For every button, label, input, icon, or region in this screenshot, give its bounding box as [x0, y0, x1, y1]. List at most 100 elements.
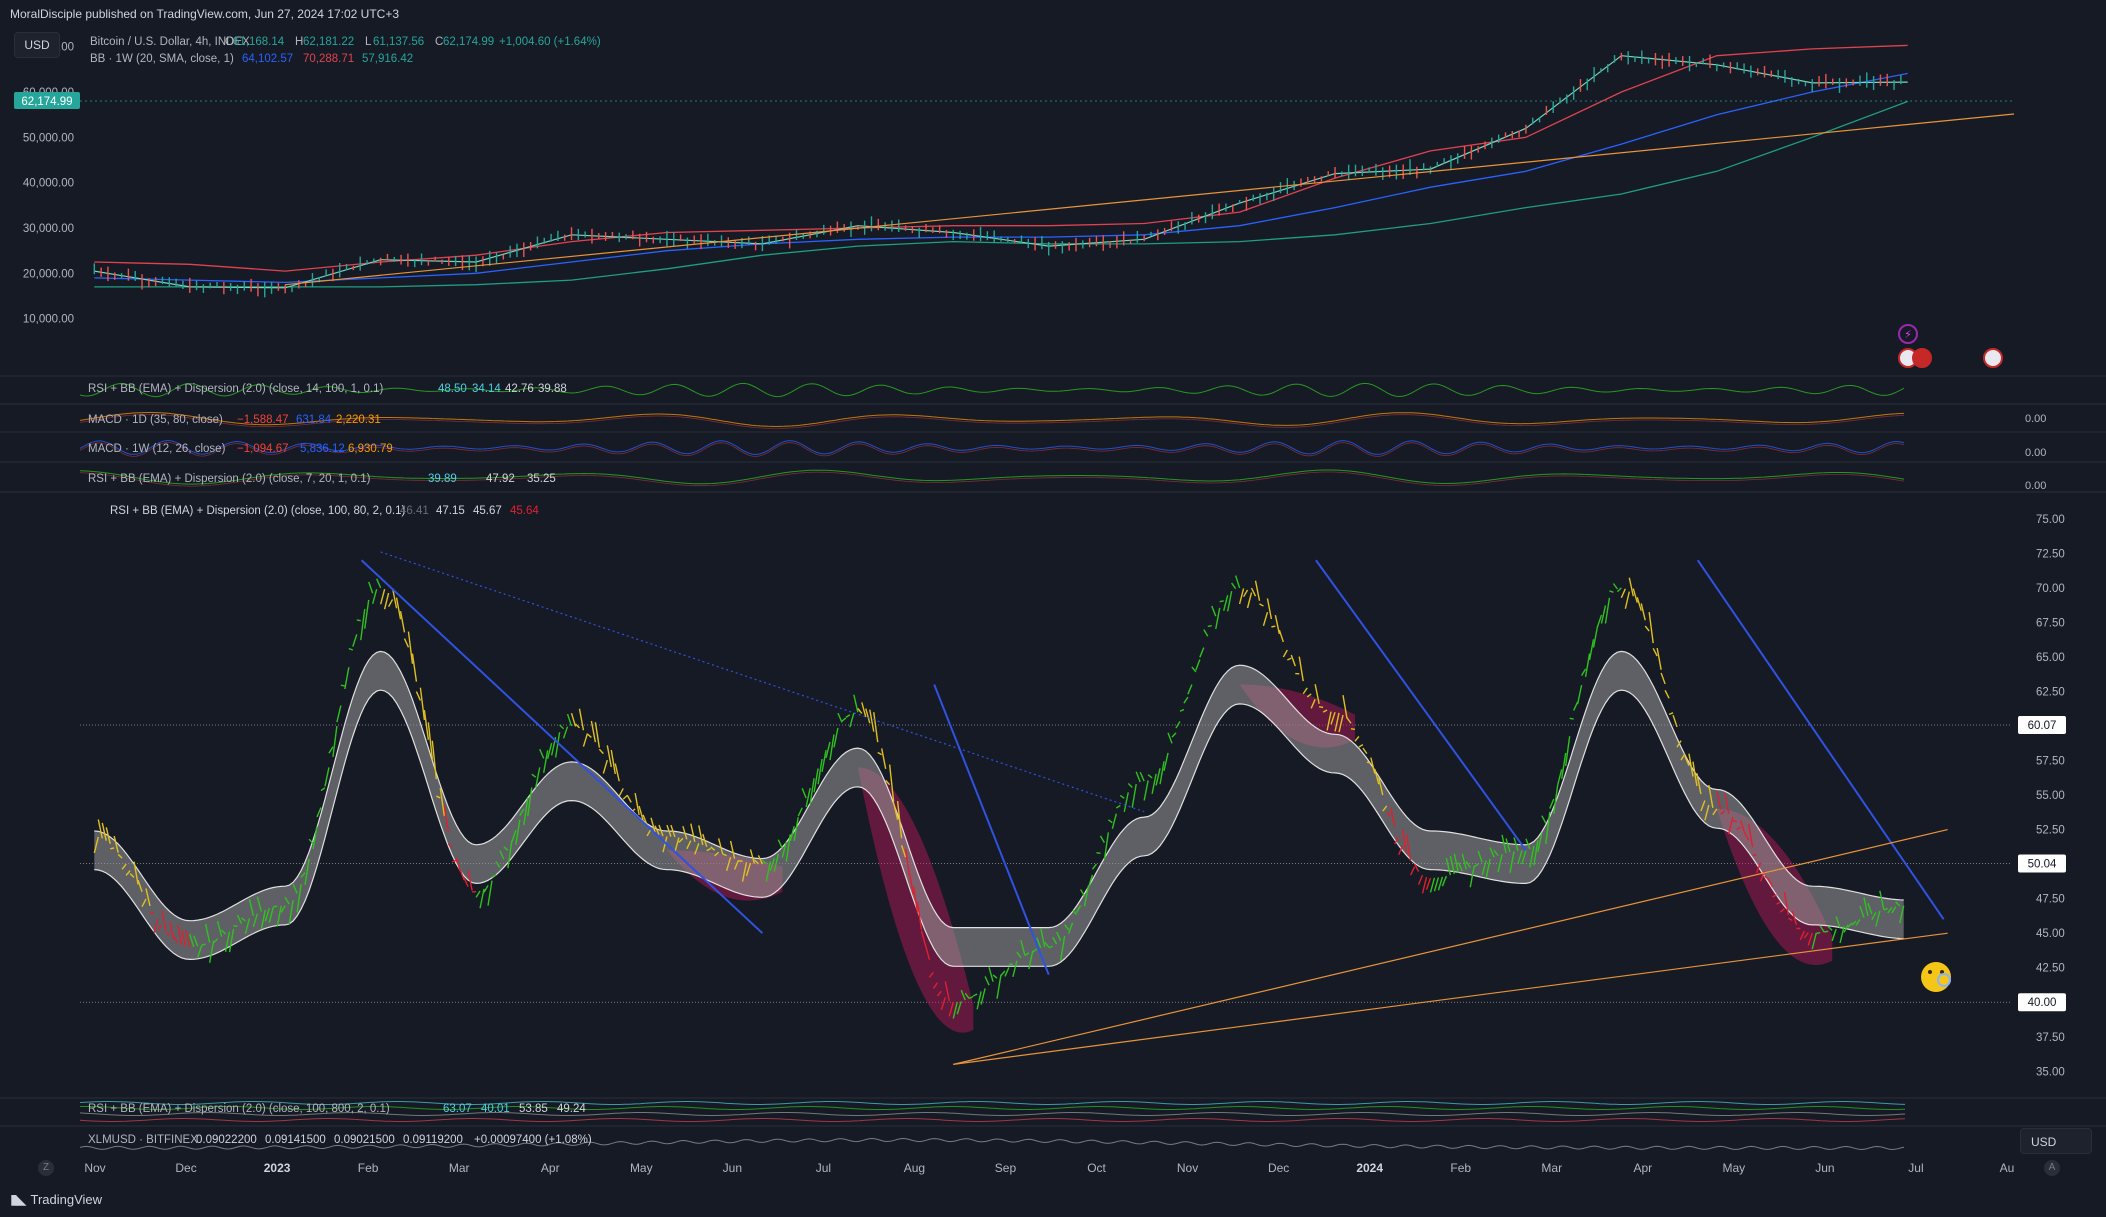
- rsi-tick: 52.50: [2036, 825, 2065, 837]
- auto-scale-button[interactable]: A: [2044, 1160, 2060, 1176]
- lower-wave: [79, 1112, 1906, 1116]
- rsi-segment: [622, 795, 628, 800]
- rsi-segment: [877, 751, 883, 756]
- event-markers[interactable]: ⚡: [1898, 324, 2003, 368]
- rsi-segment: [590, 720, 597, 743]
- published-info: MoralDisciple published on TradingView.c…: [10, 7, 400, 21]
- rsi-segment: [1127, 782, 1133, 789]
- rsi-segment: [968, 995, 974, 1000]
- rsi-segment: [479, 888, 485, 909]
- rsi-segment: [177, 924, 183, 946]
- rsi-v4: 45.64: [510, 505, 539, 517]
- rsi-segment: [1103, 832, 1110, 861]
- rsi-segment: [280, 905, 286, 913]
- rsi-segment: [292, 883, 298, 894]
- time-tick: Au: [2000, 1161, 2015, 1175]
- rsi-trendlines[interactable]: [360, 551, 1948, 1065]
- rsi-segment: [741, 862, 748, 882]
- rsi-segment: [1338, 714, 1344, 733]
- earnings-icon[interactable]: [1912, 348, 1932, 368]
- price-tick: 40,000.00: [23, 178, 74, 190]
- rsi-segment: [1724, 792, 1730, 814]
- rsi-segment: [1342, 694, 1348, 719]
- lower-rsi-pane: [79, 1101, 1906, 1122]
- rsi-segment: [952, 1001, 958, 1019]
- rsi-pane[interactable]: 35.0037.5040.0042.5045.0047.5050.0052.50…: [80, 514, 2066, 1078]
- time-tick: Dec: [1268, 1161, 1289, 1175]
- rsi-segment: [845, 714, 851, 718]
- rsi-segment: [1374, 769, 1380, 785]
- indicator-wave: [79, 469, 1905, 485]
- price-pane[interactable]: 70,000.0060,000.0050,000.0040,000.0030,0…: [23, 42, 2015, 368]
- rsi-segment: [93, 836, 99, 854]
- rsi-segment: [97, 819, 103, 839]
- indicator-wave: [79, 439, 1905, 456]
- rsi-segment: [618, 788, 624, 797]
- time-tick: May: [1723, 1161, 1746, 1175]
- long-term-trendline[interactable]: [285, 113, 2015, 286]
- rsi-segment: [1171, 732, 1177, 738]
- rsi-segment: [1767, 878, 1774, 888]
- rsi-tick: 67.50: [2036, 617, 2065, 629]
- rsi-segment: [1847, 922, 1853, 928]
- rsi-segment: [1573, 701, 1579, 711]
- rsi-segment: [1684, 756, 1690, 766]
- rsi-segment: [340, 684, 345, 687]
- rsi-segment: [495, 861, 501, 868]
- rsi-downtrend-line: [933, 684, 1050, 975]
- rsi-segment: [873, 712, 879, 743]
- rsi-level-value: 40.00: [2028, 997, 2057, 1009]
- rsi-segment: [145, 888, 151, 907]
- currency-select-bottom[interactable]: USD: [2020, 1128, 2092, 1154]
- rsi-segment: [1783, 891, 1790, 916]
- lower-wave: [79, 1101, 1906, 1105]
- rsi-segment: [610, 749, 616, 775]
- rsi-segment: [948, 1002, 954, 1017]
- tradingview-logo[interactable]: ▮◣ TradingView: [10, 1191, 102, 1208]
- time-tick: Jun: [723, 1161, 742, 1175]
- rsi-segment: [1096, 851, 1101, 854]
- rsi-segment: [1509, 851, 1515, 873]
- us-flag-icon-2[interactable]: [1983, 348, 2003, 368]
- rsi-segment: [614, 763, 620, 782]
- currency-select-top[interactable]: USD: [14, 32, 60, 58]
- rsi-segment: [1529, 845, 1535, 868]
- rsi-tick: 72.50: [2036, 548, 2065, 560]
- rsi-segment: [352, 634, 358, 647]
- rsi-segment: [634, 792, 640, 815]
- rsi-segment: [185, 930, 191, 948]
- rsi-segment: [1799, 930, 1805, 941]
- price-tick: 30,000.00: [23, 223, 74, 235]
- rsi-segment: [1394, 836, 1400, 845]
- rsi-segment: [1505, 838, 1511, 853]
- rsi-segment: [722, 853, 727, 857]
- ind1-v3: 42.76: [505, 383, 534, 395]
- rsi-segment: [216, 920, 223, 937]
- rsi-segment: [161, 910, 167, 931]
- rsi-segment: [650, 817, 656, 833]
- rsi-segment: [1234, 575, 1241, 589]
- xlm-label: XLMUSD · BITFINEX: [88, 1134, 198, 1146]
- rsi-segment: [1728, 817, 1734, 835]
- rsi-segment: [1231, 582, 1237, 590]
- time-tick: Mar: [449, 1161, 470, 1175]
- rsi-v1: 46.41: [400, 505, 429, 517]
- zoom-button[interactable]: Z: [38, 1160, 54, 1176]
- time-tick: Nov: [84, 1161, 105, 1175]
- rsi-segment: [101, 822, 107, 841]
- rsi-tick: 62.50: [2036, 686, 2065, 698]
- rsi-segment: [1569, 717, 1574, 720]
- ohlc-key: H: [295, 36, 303, 48]
- rsi-segment: [1310, 699, 1316, 709]
- rsi-segment: [725, 857, 732, 871]
- time-tick: Feb: [358, 1161, 379, 1175]
- rsi-segment: [964, 992, 970, 999]
- rsi-segment: [1481, 860, 1487, 876]
- rsi-segment: [1187, 684, 1193, 695]
- rsi-segment: [936, 990, 942, 997]
- lightning-icon[interactable]: [1898, 324, 1918, 344]
- indicator-axis-label: 0.00: [2025, 447, 2046, 459]
- rsi-segment: [1203, 629, 1209, 637]
